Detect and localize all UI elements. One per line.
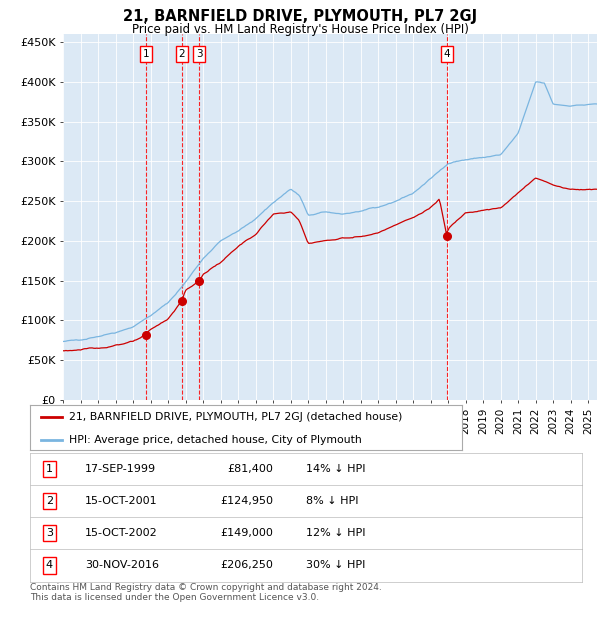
Text: 4: 4 — [46, 560, 53, 570]
Text: HPI: Average price, detached house, City of Plymouth: HPI: Average price, detached house, City… — [69, 435, 362, 445]
Text: 14% ↓ HPI: 14% ↓ HPI — [306, 464, 365, 474]
Text: Contains HM Land Registry data © Crown copyright and database right 2024.
This d: Contains HM Land Registry data © Crown c… — [30, 583, 382, 602]
Text: 1: 1 — [142, 49, 149, 59]
Text: 2: 2 — [179, 49, 185, 59]
Text: 2: 2 — [46, 496, 53, 506]
Text: 30% ↓ HPI: 30% ↓ HPI — [306, 560, 365, 570]
Text: £206,250: £206,250 — [220, 560, 273, 570]
Text: 30-NOV-2016: 30-NOV-2016 — [85, 560, 159, 570]
Text: 4: 4 — [443, 49, 450, 59]
Text: 3: 3 — [46, 528, 53, 538]
Text: 8% ↓ HPI: 8% ↓ HPI — [306, 496, 359, 506]
Text: 3: 3 — [196, 49, 203, 59]
Text: 1: 1 — [46, 464, 53, 474]
Text: 15-OCT-2001: 15-OCT-2001 — [85, 496, 158, 506]
Text: £124,950: £124,950 — [220, 496, 273, 506]
Text: £81,400: £81,400 — [227, 464, 273, 474]
Text: 21, BARNFIELD DRIVE, PLYMOUTH, PL7 2GJ: 21, BARNFIELD DRIVE, PLYMOUTH, PL7 2GJ — [123, 9, 477, 24]
Text: £149,000: £149,000 — [220, 528, 273, 538]
Text: Price paid vs. HM Land Registry's House Price Index (HPI): Price paid vs. HM Land Registry's House … — [131, 23, 469, 36]
Text: 17-SEP-1999: 17-SEP-1999 — [85, 464, 157, 474]
Text: 21, BARNFIELD DRIVE, PLYMOUTH, PL7 2GJ (detached house): 21, BARNFIELD DRIVE, PLYMOUTH, PL7 2GJ (… — [69, 412, 402, 422]
Text: 12% ↓ HPI: 12% ↓ HPI — [306, 528, 365, 538]
Text: 15-OCT-2002: 15-OCT-2002 — [85, 528, 158, 538]
